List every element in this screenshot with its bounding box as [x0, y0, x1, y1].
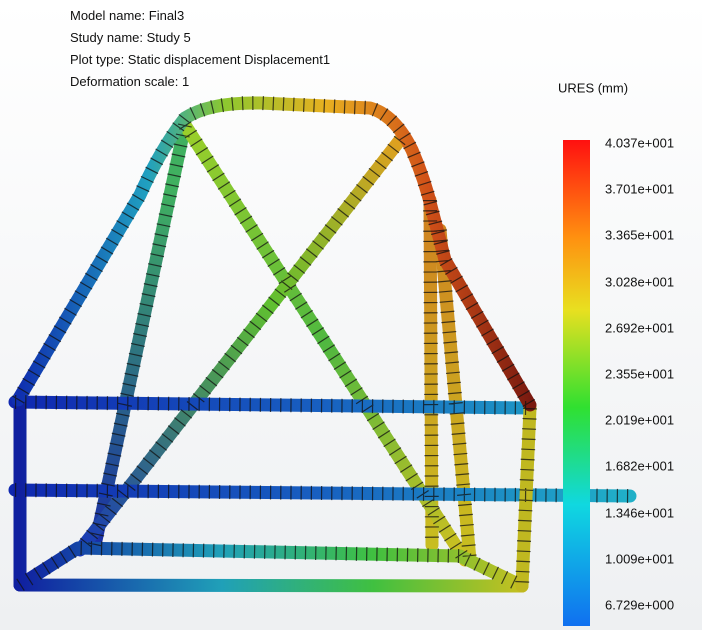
header-line: Model name: Final3 — [70, 8, 184, 23]
legend-label: 3.701e+001 — [605, 182, 674, 197]
frame — [15, 103, 630, 586]
legend-label: 6.729e+000 — [605, 598, 674, 613]
legend-label: 1.682e+001 — [605, 459, 674, 474]
viewport: Model name: Final3 Study name: Study 5 Plo… — [0, 0, 702, 630]
color-bar — [563, 140, 590, 626]
legend-label: 2.355e+001 — [605, 367, 674, 382]
legend-title: URES (mm) — [558, 81, 628, 96]
legend-label: 3.365e+001 — [605, 228, 674, 243]
legend-label: 1.009e+001 — [605, 551, 674, 566]
header-line: Deformation scale: 1 — [70, 74, 189, 89]
header-line: Plot type: Static displacement Displacem… — [70, 52, 330, 67]
legend-label: 3.028e+001 — [605, 274, 674, 289]
legend-label: 4.037e+001 — [605, 136, 674, 151]
legend-label: 2.692e+001 — [605, 320, 674, 335]
legend-label: 2.019e+001 — [605, 413, 674, 428]
legend-label: 1.346e+001 — [605, 505, 674, 520]
header-line: Study name: Study 5 — [70, 30, 191, 45]
